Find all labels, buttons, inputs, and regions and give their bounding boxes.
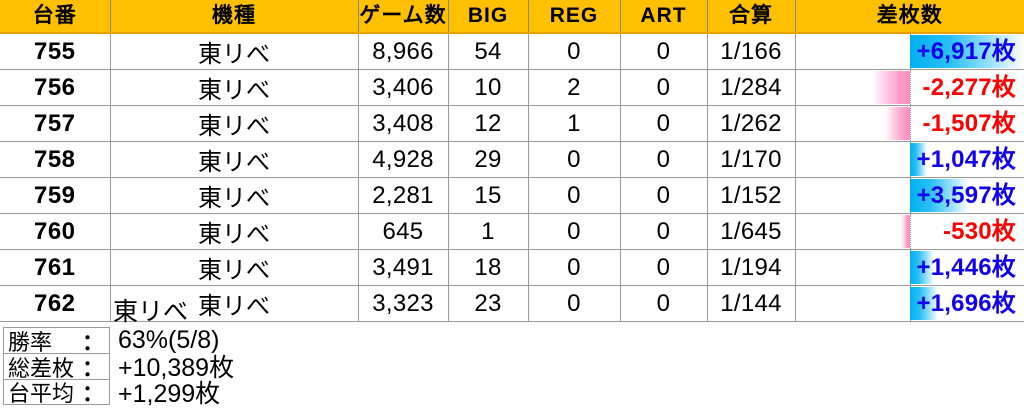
- cell-combined-rate: 1/262: [707, 106, 795, 142]
- summary-value: +1,299枚: [110, 374, 220, 410]
- cell-big-count: 1: [448, 214, 528, 250]
- cell-art-count: 0: [620, 214, 707, 250]
- cell-reg-count: 0: [528, 142, 620, 178]
- diff-medals-label: -530枚: [796, 215, 1024, 248]
- summary-label-text: 台平均: [8, 376, 74, 408]
- column-header-art: ART: [620, 0, 707, 33]
- cell-combined-rate: 1/645: [707, 214, 795, 250]
- cell-big-count: 18: [448, 250, 528, 286]
- column-header-kishu: 機種: [110, 0, 358, 33]
- cell-combined-rate: 1/284: [707, 70, 795, 106]
- cell-game-count: 3,323: [358, 286, 448, 322]
- cell-big-count: 29: [448, 142, 528, 178]
- column-header-sa: 差枚数: [795, 0, 1024, 33]
- cell-art-count: 0: [620, 178, 707, 214]
- cell-machine-number: 756: [0, 70, 110, 106]
- cell-combined-rate: 1/166: [707, 33, 795, 70]
- cell-art-count: 0: [620, 33, 707, 70]
- cell-art-count: 0: [620, 142, 707, 178]
- cell-reg-count: 1: [528, 106, 620, 142]
- cell-machine-type: 東リべ: [110, 250, 358, 286]
- cell-game-count: 3,408: [358, 106, 448, 142]
- cell-reg-count: 2: [528, 70, 620, 106]
- cell-machine-type: 東リべ: [110, 214, 358, 250]
- cell-combined-rate: 1/152: [707, 178, 795, 214]
- diff-medals-label: -2,277枚: [796, 71, 1024, 104]
- summary-rows: 勝率：63%(5/8)総差枚：+10,389枚台平均：+1,299枚: [3, 327, 234, 405]
- summary-title: 東リべ: [113, 292, 188, 328]
- cell-game-count: 3,406: [358, 70, 448, 106]
- cell-game-count: 2,281: [358, 178, 448, 214]
- cell-game-count: 4,928: [358, 142, 448, 178]
- cell-diff-medals: -2,277枚: [795, 70, 1024, 106]
- diff-medals-label: -1,507枚: [796, 107, 1024, 140]
- diff-medals-label: +1,047枚: [796, 143, 1024, 176]
- cell-machine-type: 東リべ: [110, 70, 358, 106]
- column-header-games: ゲーム数: [358, 0, 448, 33]
- column-header-daiban: 台番: [0, 0, 110, 33]
- cell-machine-number: 759: [0, 178, 110, 214]
- cell-machine-number: 757: [0, 106, 110, 142]
- cell-machine-type: 東リべ: [110, 178, 358, 214]
- cell-machine-number: 758: [0, 142, 110, 178]
- cell-reg-count: 0: [528, 33, 620, 70]
- cell-machine-type: 東リべ: [110, 106, 358, 142]
- diff-medals-label: +6,917枚: [796, 35, 1024, 68]
- cell-diff-medals: +1,047枚: [795, 142, 1024, 178]
- cell-reg-count: 0: [528, 178, 620, 214]
- cell-art-count: 0: [620, 286, 707, 322]
- cell-reg-count: 0: [528, 214, 620, 250]
- column-header-gosan: 合算: [707, 0, 795, 33]
- cell-machine-number: 762: [0, 286, 110, 322]
- cell-big-count: 54: [448, 33, 528, 70]
- cell-diff-medals: -530枚: [795, 214, 1024, 250]
- summary-label-box: 台平均：: [3, 379, 110, 405]
- diff-medals-label: +1,446枚: [796, 251, 1024, 284]
- summary-label-colon: ：: [82, 376, 104, 408]
- cell-reg-count: 0: [528, 286, 620, 322]
- cell-diff-medals: -1,507枚: [795, 106, 1024, 142]
- column-header-big: BIG: [448, 0, 528, 33]
- cell-big-count: 15: [448, 178, 528, 214]
- cell-art-count: 0: [620, 106, 707, 142]
- cell-machine-number: 760: [0, 214, 110, 250]
- cell-big-count: 12: [448, 106, 528, 142]
- cell-diff-medals: +6,917枚: [795, 33, 1024, 70]
- cell-big-count: 10: [448, 70, 528, 106]
- cell-machine-number: 761: [0, 250, 110, 286]
- cell-machine-type: 東リべ: [110, 33, 358, 70]
- cell-reg-count: 0: [528, 250, 620, 286]
- cell-diff-medals: +1,446枚: [795, 250, 1024, 286]
- cell-machine-type: 東リべ: [110, 142, 358, 178]
- cell-combined-rate: 1/170: [707, 142, 795, 178]
- cell-combined-rate: 1/194: [707, 250, 795, 286]
- cell-art-count: 0: [620, 70, 707, 106]
- column-header-reg: REG: [528, 0, 620, 33]
- cell-machine-number: 755: [0, 33, 110, 70]
- cell-game-count: 3,491: [358, 250, 448, 286]
- summary-label-box: 勝率：: [3, 327, 110, 353]
- cell-big-count: 23: [448, 286, 528, 322]
- summary-row: 台平均：+1,299枚: [3, 379, 234, 405]
- cell-combined-rate: 1/144: [707, 286, 795, 322]
- diff-medals-label: +1,696枚: [796, 287, 1024, 320]
- cell-game-count: 645: [358, 214, 448, 250]
- cell-game-count: 8,966: [358, 33, 448, 70]
- cell-art-count: 0: [620, 250, 707, 286]
- cell-diff-medals: +3,597枚: [795, 178, 1024, 214]
- diff-medals-label: +3,597枚: [796, 179, 1024, 212]
- cell-diff-medals: +1,696枚: [795, 286, 1024, 322]
- table-header-row: 台番 機種 ゲーム数 BIG REG ART 合算 差枚数: [0, 0, 1024, 33]
